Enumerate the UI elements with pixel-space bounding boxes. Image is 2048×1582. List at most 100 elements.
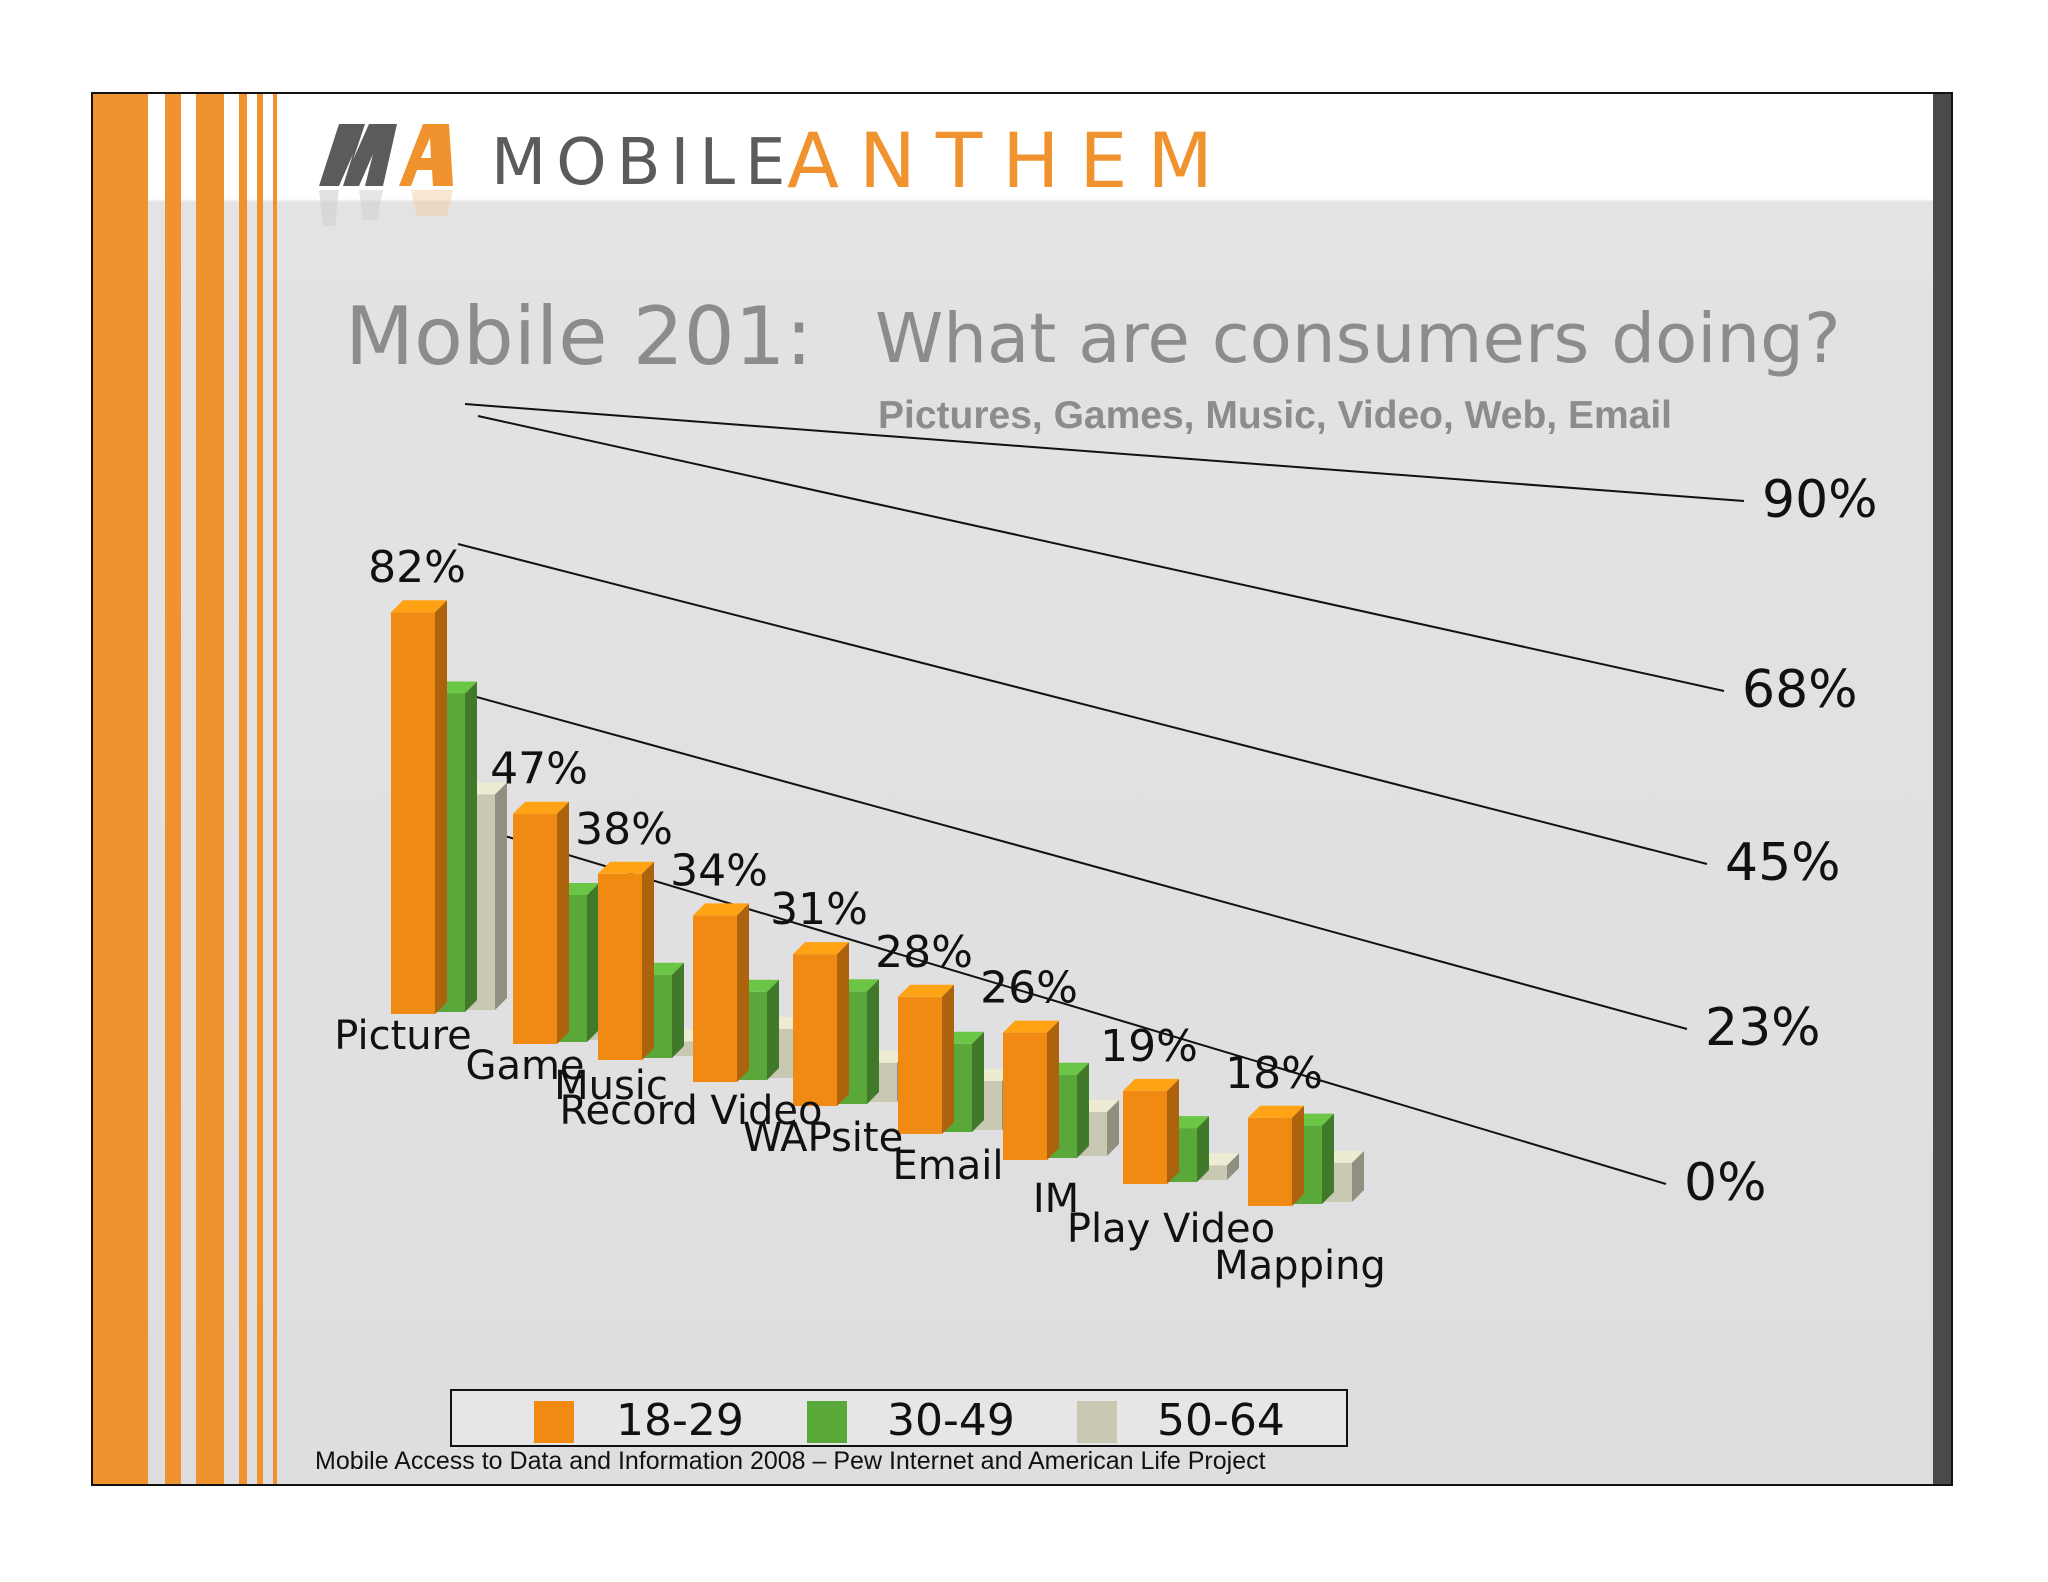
- brand-anthem-text: ANTHEM: [787, 116, 1234, 205]
- y-tick-label: 45%: [1725, 833, 1841, 893]
- bar-side-face: [1077, 1062, 1089, 1158]
- y-tick-label: 90%: [1762, 470, 1878, 530]
- bar-side-face: [435, 600, 447, 1014]
- source-footnote: Mobile Access to Data and Information 20…: [315, 1447, 1266, 1475]
- right-edge-bar: [1933, 94, 1951, 1484]
- bar-18-29-mapping: [1248, 1105, 1304, 1206]
- data-label: 19%: [1100, 1021, 1198, 1072]
- bar-top-face: [793, 942, 849, 955]
- bar-side-face: [1047, 1020, 1059, 1160]
- legend-label: 18-29: [616, 1395, 744, 1446]
- category-label: Game: [465, 1043, 584, 1089]
- stripe-decoration: [93, 94, 148, 1484]
- bar-side-face: [1107, 1099, 1119, 1156]
- data-label: 31%: [770, 884, 868, 935]
- mobile-anthem-logo: [319, 124, 453, 226]
- stripe-decoration: [257, 94, 263, 1484]
- chart-area: 0% 23% 45% 68% 90% 82% 47% 38%34%31%28%26% 19% 18…: [334, 403, 1878, 1289]
- category-label: Email: [893, 1143, 1004, 1189]
- data-label: 47%: [490, 744, 588, 795]
- stripe-decoration: [196, 94, 224, 1484]
- data-label: 18%: [1225, 1048, 1323, 1099]
- category-label: Picture: [334, 1013, 472, 1059]
- bar-top-face: [1248, 1105, 1304, 1118]
- bar-18-29-email: [898, 984, 954, 1134]
- gridline: [457, 543, 1708, 865]
- data-label: 28%: [875, 927, 973, 978]
- bar-18-29-game: [513, 801, 569, 1044]
- bar-front-face: [793, 954, 837, 1106]
- bar-front-face: [1123, 1090, 1167, 1184]
- gridline: [477, 415, 1725, 692]
- data-labels: 82% 47% 38%34%31%28%26% 19% 18%: [368, 542, 1323, 1099]
- bar-side-face: [557, 801, 569, 1044]
- legend-swatch-50-64: [1077, 1401, 1117, 1443]
- bar-18-29-record-video: [693, 903, 749, 1082]
- bar-top-face: [598, 861, 654, 874]
- category-label: Music: [554, 1063, 668, 1109]
- bar-side-face: [767, 979, 779, 1080]
- legend-swatch-18-29: [534, 1401, 574, 1443]
- bar-side-face: [1292, 1105, 1304, 1206]
- stripe-decoration: [273, 94, 277, 1484]
- category-label: Record Video: [560, 1088, 823, 1134]
- bar-front-face: [898, 996, 942, 1134]
- slide: MOBILE ANTHEM Mobile 201: What are consu…: [91, 92, 1953, 1486]
- gridline: [464, 403, 1745, 502]
- legend-label: 30-49: [887, 1395, 1015, 1446]
- category-label: IM: [1033, 1176, 1079, 1222]
- gridlines: 0% 23% 45% 68% 90%: [410, 403, 1878, 1213]
- page-title-question: What are consumers doing?: [875, 299, 1841, 379]
- bar-side-face: [737, 903, 749, 1082]
- bar-side-face: [465, 681, 477, 1012]
- bar-side-face: [587, 883, 599, 1042]
- bar-top-face: [513, 801, 569, 814]
- bar-18-29-music: [598, 861, 654, 1060]
- bar-side-face: [1197, 1116, 1209, 1182]
- y-tick-label: 23%: [1705, 998, 1821, 1058]
- bar-side-face: [942, 984, 954, 1134]
- bar-front-face: [1003, 1032, 1047, 1160]
- category-label: Play Video: [1067, 1206, 1275, 1252]
- bar-18-29-wapsite: [793, 942, 849, 1106]
- bar-side-face: [642, 861, 654, 1060]
- bar-top-face: [1123, 1078, 1179, 1091]
- bar-top-face: [1003, 1020, 1059, 1033]
- bar-side-face: [1322, 1113, 1334, 1204]
- bar-side-face: [1227, 1153, 1239, 1180]
- bar-side-face: [1352, 1150, 1364, 1202]
- bar-top-face: [391, 600, 447, 613]
- data-label: 34%: [670, 845, 768, 896]
- bar-front-face: [513, 813, 557, 1044]
- category-label: Mapping: [1214, 1243, 1386, 1289]
- legend-swatch-30-49: [807, 1401, 847, 1443]
- y-tick-label: 68%: [1742, 660, 1858, 720]
- stripe-decoration: [239, 94, 247, 1484]
- chart-legend: 18-29 30-49 50-64: [450, 1389, 1348, 1447]
- stripe-decoration: [165, 94, 181, 1484]
- y-tick-label: 0%: [1684, 1153, 1767, 1213]
- bar-top-face: [693, 903, 749, 916]
- bar-front-face: [693, 915, 737, 1082]
- data-label: 82%: [368, 542, 466, 593]
- page-title: Mobile 201:: [345, 290, 813, 383]
- bar-18-29-picture: [391, 600, 447, 1014]
- category-label: WAPsite: [743, 1115, 903, 1161]
- chart-subtitle: Pictures, Games, Music, Video, Web, Emai…: [878, 394, 1673, 437]
- bars: [391, 600, 1364, 1206]
- bar-front-face: [598, 873, 642, 1060]
- data-label: 26%: [980, 963, 1078, 1014]
- bar-side-face: [495, 782, 507, 1010]
- brand-mobile-text: MOBILE: [491, 126, 796, 200]
- bar-front-face: [1248, 1117, 1292, 1206]
- bar-side-face: [672, 962, 684, 1058]
- bar-side-face: [867, 979, 879, 1104]
- gridline: [410, 678, 1688, 1030]
- bar-front-face: [391, 612, 435, 1014]
- bar-side-face: [1167, 1078, 1179, 1184]
- bar-side-face: [972, 1031, 984, 1132]
- data-label: 38%: [575, 804, 673, 855]
- bar-top-face: [898, 984, 954, 997]
- legend-label: 50-64: [1157, 1395, 1285, 1446]
